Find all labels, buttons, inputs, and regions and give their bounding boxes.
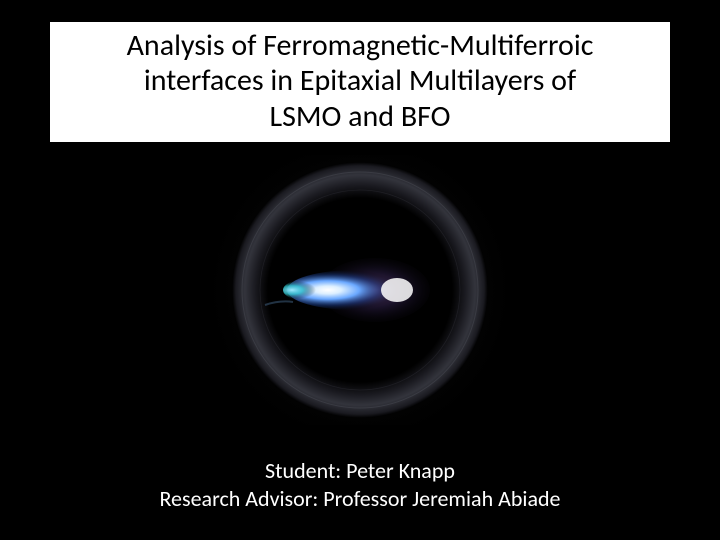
title-line-1: Analysis of Ferromagnetic-Multiferroic — [60, 28, 660, 63]
title-line-3: LSMO and BFO — [60, 99, 660, 134]
slide: Analysis of Ferromagnetic-Multiferroic i… — [0, 0, 720, 540]
title-line-2: interfaces in Epitaxial Multilayers of — [60, 63, 660, 98]
plasma-plume-icon — [205, 155, 515, 425]
student-line: Student: Peter Knapp — [50, 457, 670, 485]
author-block: Student: Peter Knapp Research Advisor: P… — [50, 457, 670, 512]
center-image — [205, 155, 515, 425]
title-block: Analysis of Ferromagnetic-Multiferroic i… — [50, 22, 670, 142]
advisor-line: Research Advisor: Professor Jeremiah Abi… — [50, 485, 670, 513]
